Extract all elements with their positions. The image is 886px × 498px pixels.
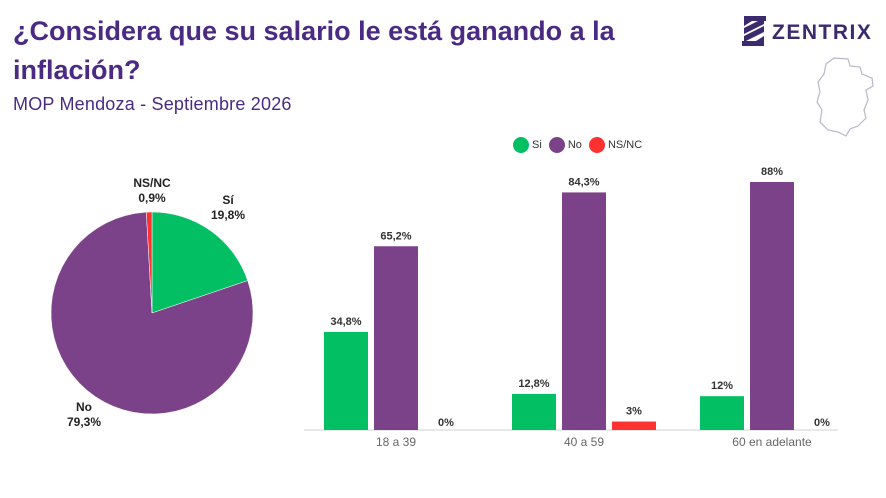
legend-swatch-si (513, 137, 529, 153)
bar-no-2 (562, 192, 606, 430)
bar-nsnc-2 (612, 421, 656, 430)
zentrix-logo-icon (742, 16, 766, 46)
pie-label-no-value: 79,3% (66, 415, 102, 429)
x-tick-label-3: 60 en adelante (732, 435, 812, 449)
bar-label-si-3: 12% (711, 380, 733, 392)
x-tick-label-2: 40 a 59 (564, 435, 604, 449)
pie-label-si: Sí 19,8% (198, 193, 258, 223)
bar-si-2 (512, 393, 556, 430)
page-title: ¿Considera que su salario le está ganand… (13, 16, 615, 85)
pie-slice-nsnc (146, 211, 153, 314)
pie-label-si-name: Sí (222, 193, 234, 207)
bar-legend: Si No NS/NC (513, 137, 646, 156)
page-subtitle: MOP Mendoza - Septiembre 2026 (13, 94, 292, 114)
brand-name: ZENTRIX (772, 21, 873, 44)
x-tick-label-1: 18 a 39 (376, 435, 416, 449)
pie-label-no-name: No (76, 400, 92, 414)
legend-item-nsnc: NS/NC (588, 137, 643, 153)
legend-item-no: No (548, 137, 582, 153)
legend-label-si: Si (532, 139, 542, 151)
bar-si-3 (700, 396, 744, 430)
bar-label-nsnc-2: 3% (626, 406, 642, 418)
legend-item-si: Si (513, 137, 542, 153)
legend-swatch-no (548, 137, 565, 153)
bar-label-no-2: 84,3% (568, 176, 599, 188)
bar-no-3 (750, 182, 794, 430)
mendoza-map-icon (816, 57, 874, 137)
bar-no-1 (374, 246, 418, 430)
pie-label-no: No 79,3% (54, 400, 114, 430)
pie-label-nsnc-value: 0,9% (138, 191, 166, 205)
bar-label-no-1: 65,2% (380, 230, 411, 242)
pie-slice-no (50, 211, 254, 415)
legend-swatch-nsnc (588, 137, 605, 153)
bar-label-nsnc-3: 0% (814, 417, 830, 429)
bar-si-1 (324, 331, 368, 430)
bar-label-nsnc-1: 0% (438, 417, 454, 429)
bar-label-si-1: 34,8% (330, 316, 361, 328)
pie-slice-si (151, 211, 248, 314)
pie-chart (50, 211, 254, 415)
pie-label-si-value: 19,8% (210, 208, 246, 222)
legend-label-nsnc: NS/NC (607, 139, 643, 151)
legend-label-no: No (567, 139, 582, 151)
pie-label-nsnc-name: NS/NC (133, 176, 171, 190)
pie-label-nsnc: NS/NC 0,9% (122, 176, 182, 206)
bar-label-no-3: 88% (761, 166, 783, 178)
brand-logo: ZENTRIX (740, 14, 876, 48)
bar-label-si-2: 12,8% (518, 378, 549, 390)
